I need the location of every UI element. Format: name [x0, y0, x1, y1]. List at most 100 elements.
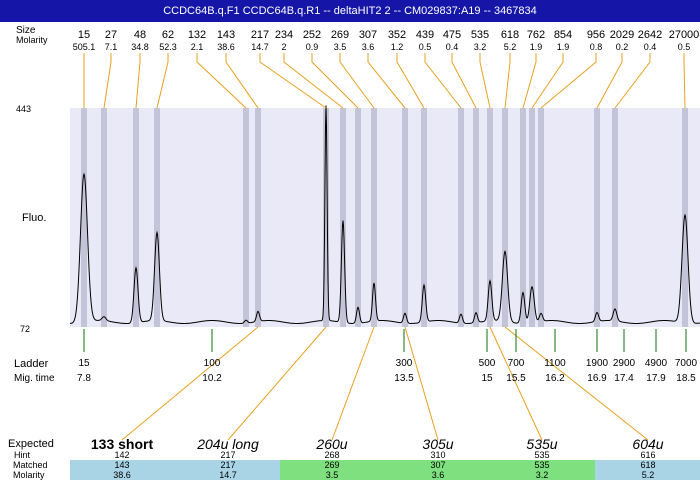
- peak-connector: [156, 53, 169, 109]
- peak-molarity-label: 0.2: [616, 42, 629, 52]
- expected-label: 604u: [632, 436, 663, 452]
- peak-molarity-label: 1.9: [530, 42, 543, 52]
- matched-value: 307: [430, 460, 445, 470]
- ladder-size-label: 15: [78, 358, 90, 369]
- peak-molarity-label: 0.5: [678, 42, 691, 52]
- ladder-size-label: 300: [396, 358, 413, 369]
- peak-size-label: 62: [162, 29, 174, 41]
- peak-molarity-label: 1.9: [557, 42, 570, 52]
- expected-connector: [489, 326, 543, 441]
- peak-connector: [103, 53, 112, 109]
- ladder-size-label: 1100: [544, 358, 566, 369]
- ladder-size-label: 4900: [645, 358, 668, 369]
- molarity-value: 3.6: [432, 470, 445, 480]
- peak-connector: [596, 53, 623, 109]
- hint-value: 142: [114, 450, 129, 460]
- peak-molarity-label: 34.8: [131, 42, 149, 52]
- peak-size-label: 2642: [638, 29, 662, 41]
- peak-band: [255, 108, 261, 327]
- molarity-value: 5.2: [642, 470, 655, 480]
- peak-molarity-label: 3.2: [474, 42, 487, 52]
- expected-label: 535u: [526, 436, 557, 452]
- peak-molarity-label: 0.4: [446, 42, 459, 52]
- peak-molarity-label: 0.9: [306, 42, 319, 52]
- peak-molarity-label: 52.3: [159, 42, 177, 52]
- peak-band: [355, 108, 361, 327]
- ladder-time-label: 10.2: [202, 373, 222, 384]
- peak-band: [458, 108, 464, 327]
- matched-cell: [174, 460, 280, 480]
- molarity-row-header: Molarity: [13, 470, 45, 480]
- peak-band: [487, 108, 493, 327]
- peak-band: [371, 108, 377, 327]
- ladder-size-label: 7000: [675, 358, 698, 369]
- ladder-axis: 15 7.8 100 10.2 300 13.5 500 15 700 15.5 1100 16.2 1…: [77, 329, 698, 384]
- ladder-size-label: 1900: [586, 358, 609, 369]
- y-axis-label: Fluo.: [22, 212, 46, 224]
- peak-connector: [311, 53, 359, 109]
- matched-value: 535: [534, 460, 549, 470]
- ladder-time-label: 15.5: [506, 373, 526, 384]
- peak-size-label: 143: [217, 29, 235, 41]
- peak-connector: [614, 53, 651, 109]
- matched-cell: [70, 460, 174, 480]
- peak-molarity-label: 2: [281, 42, 286, 52]
- peak-connector: [522, 53, 537, 109]
- peak-size-label: 854: [554, 29, 572, 41]
- molarity-value: 38.6: [113, 470, 131, 480]
- peak-molarity-label: 3.5: [334, 42, 347, 52]
- ladder-size-label: 100: [204, 358, 221, 369]
- peak-size-label: 956: [587, 29, 605, 41]
- peak-connector: [504, 53, 511, 109]
- hint-header: Hint: [14, 450, 31, 460]
- y-min-label: 72: [20, 324, 30, 334]
- peak-band: [473, 108, 479, 327]
- peak-size-label: 439: [416, 29, 434, 41]
- peak-band: [682, 108, 688, 327]
- expected-connector: [227, 326, 327, 441]
- expected-connector: [331, 326, 375, 441]
- peak-connector: [424, 53, 462, 109]
- ladder-header: Ladder: [14, 358, 49, 370]
- peak-molarity-label: 3.6: [362, 42, 375, 52]
- peak-band: [502, 108, 508, 327]
- ladder-time-label: 16.2: [545, 373, 565, 384]
- peak-size-label: 269: [331, 29, 349, 41]
- matched-value: 217: [220, 460, 235, 470]
- peak-size-label: 307: [359, 29, 377, 41]
- ladder-time-label: 18.5: [676, 373, 696, 384]
- expected-connector: [121, 326, 259, 441]
- peak-band: [612, 108, 618, 327]
- peak-band: [421, 108, 427, 327]
- peak-molarity-label: 14.7: [251, 42, 269, 52]
- peak-connector: [367, 53, 406, 109]
- size-header: Size: [16, 25, 36, 36]
- expected-label: 204u long: [196, 436, 259, 452]
- peak-connector: [451, 53, 477, 109]
- peak-connector: [396, 53, 425, 109]
- ladder-size-label: 500: [479, 358, 496, 369]
- matched-value: 143: [114, 460, 129, 470]
- hint-value: 535: [534, 450, 549, 460]
- peak-molarity-label: 0.8: [590, 42, 603, 52]
- peak-size-label: 132: [188, 29, 206, 41]
- molarity-value: 3.2: [536, 470, 549, 480]
- peak-size-label: 2029: [610, 29, 634, 41]
- peak-band: [101, 108, 107, 327]
- peak-molarity-label: 5.2: [504, 42, 517, 52]
- peak-size-label: 475: [443, 29, 461, 41]
- peak-connector: [540, 53, 597, 109]
- peak-band: [133, 108, 139, 327]
- peak-size-label: 618: [501, 29, 519, 41]
- peak-size-label: 234: [275, 29, 293, 41]
- peak-molarity-label: 505.1: [73, 42, 96, 52]
- peak-band: [538, 108, 544, 327]
- peak-band: [154, 108, 160, 327]
- peak-connector: [196, 53, 247, 109]
- hint-value: 268: [324, 450, 339, 460]
- matched-value: 269: [324, 460, 339, 470]
- peak-size-label: 252: [303, 29, 321, 41]
- ladder-time-label: 13.5: [394, 373, 414, 384]
